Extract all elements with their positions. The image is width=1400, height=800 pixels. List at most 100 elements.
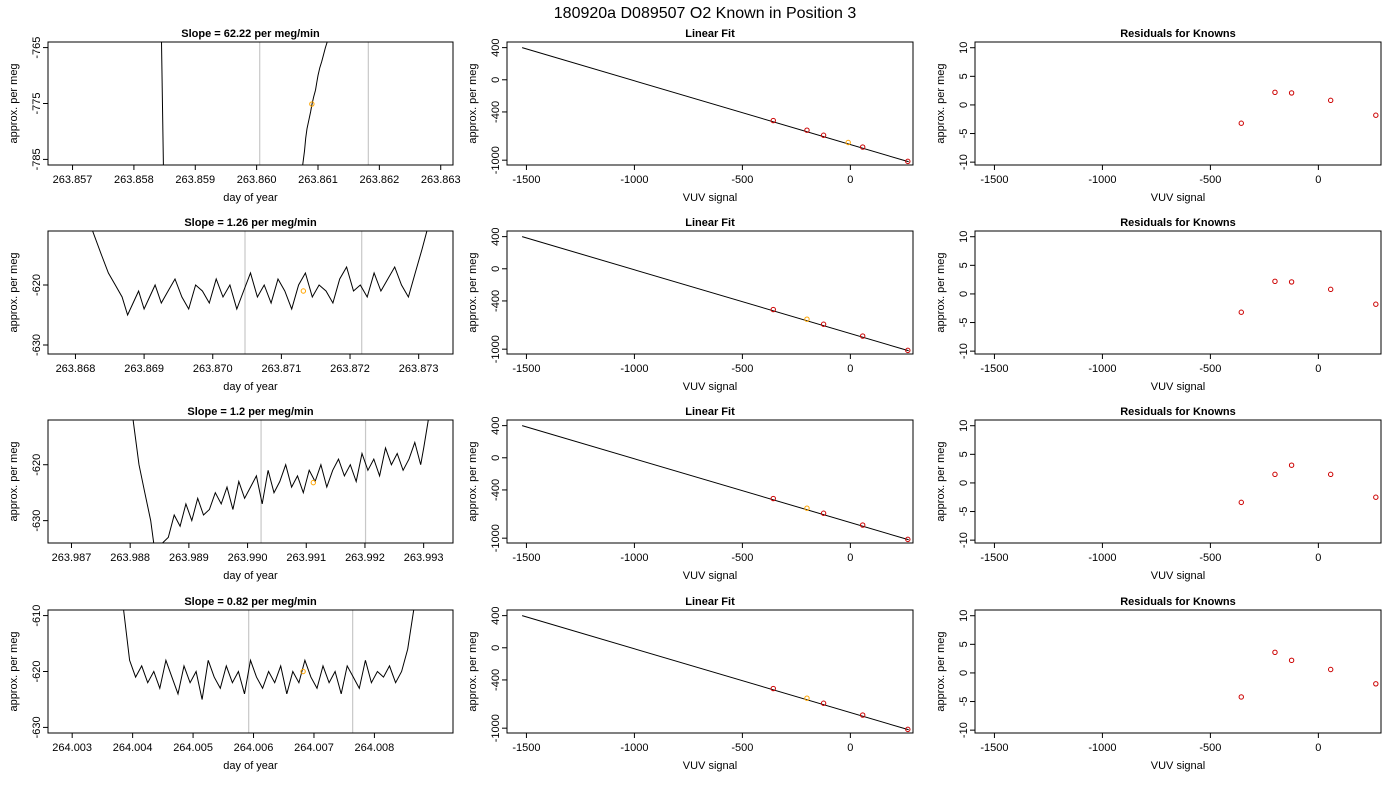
panel-1-3: Residuals for Knowns -1500 -1000 -500 0 10 5 0 -… [935,28,1382,204]
x-tick-label: -1500 [512,552,540,564]
x-axis-label: day of year [223,192,278,204]
x-tick-label: -500 [731,363,753,375]
data-trace [302,42,328,165]
panel-title: Residuals for Knowns [1120,596,1236,608]
y-axis-label: approx. per meg [8,441,20,521]
y-tick-label: -10 [958,722,970,738]
y-axis-label: approx. per meg [935,63,947,143]
x-axis-label: day of year [223,570,278,582]
x-tick-label: 0 [1315,174,1321,186]
x-tick-label: -1000 [1088,742,1116,754]
known-point [859,333,866,339]
x-tick-label: -500 [1199,363,1221,375]
y-tick-label: 10 [958,420,970,432]
known-point [1373,494,1379,500]
x-axis-label: day of year [223,760,278,772]
x-tick-label: 0 [847,552,853,564]
x-tick-label: 0 [847,742,853,754]
x-tick-label: 264.008 [355,742,395,754]
known-point [905,158,911,165]
plot-frame [974,419,1382,544]
x-tick-label: 263.860 [237,174,277,186]
x-tick-label: 0 [1315,552,1321,564]
y-tick-label: -775 [31,92,43,114]
y-tick-label: -10 [958,532,970,548]
y-tick-label: 0 [958,102,970,108]
panel-4-2: Linear Fit -1500 -1000 -500 0 400 0 -400 -1000 VU… [467,596,914,772]
x-tick-label: 263.988 [110,552,150,564]
current-sample-point [845,139,851,146]
x-tick-label: -500 [1199,742,1221,754]
y-tick-label: 5 [958,262,970,268]
x-tick-label: -500 [1199,552,1221,564]
known-point [1288,90,1295,96]
x-tick-label: 264.004 [113,742,153,754]
y-tick-label: 0 [958,480,970,486]
y-tick-label: 0 [958,291,970,297]
current-sample-point [804,316,810,322]
x-tick-label: 263.987 [52,552,92,564]
known-point [1327,286,1334,293]
plot-frame [506,41,914,166]
x-tick-label: 263.991 [286,552,326,564]
y-axis-label: approx. per meg [8,631,20,711]
x-tick-label: 264.005 [173,742,213,754]
y-tick-label: 0 [490,645,502,651]
x-axis-label: day of year [223,381,278,393]
y-tick-label: -10 [958,343,970,359]
known-point [1327,471,1334,478]
plot-frame [47,609,454,734]
known-point [770,306,776,313]
current-sample-point [309,101,315,107]
x-tick-label: 263.870 [193,363,233,375]
known-point [1272,649,1278,656]
x-tick-label: -1000 [1088,174,1116,186]
y-tick-label: -5 [958,697,970,707]
y-axis-label: approx. per meg [8,63,20,143]
known-point [1272,89,1278,96]
x-tick-label: 263.862 [359,174,399,186]
x-tick-label: 263.989 [169,552,209,564]
x-tick-label: 264.006 [234,742,274,754]
x-tick-label: -1000 [1088,363,1116,375]
y-axis-label: approx. per meg [467,252,479,332]
known-point [905,726,911,733]
x-tick-label: -500 [731,552,753,564]
y-tick-label: 10 [958,42,970,54]
y-tick-label: 5 [958,451,970,457]
panel-title: Slope = 0.82 per meg/min [184,596,317,608]
x-tick-label: 263.993 [404,552,444,564]
panel-3-3: Residuals for Knowns -1500 -1000 -500 0 10 5 0 -… [935,406,1382,582]
y-tick-label: -785 [31,148,43,170]
x-tick-label: 263.859 [175,174,215,186]
y-tick-label: -1000 [490,146,502,174]
y-axis-label: approx. per meg [467,441,479,521]
x-tick-label: 263.863 [421,174,461,186]
x-tick-label: 0 [847,363,853,375]
y-tick-label: 400 [490,416,502,434]
panel-1-1: Slope = 62.22 per meg/min 263.857 263.858 2… [8,28,461,204]
x-axis-label: VUV signal [1151,570,1205,582]
figure-title: 180920a D089507 O2 Known in Position 3 [554,5,857,22]
panel-title: Slope = 1.2 per meg/min [187,406,314,418]
known-point [1238,309,1244,315]
known-point [770,117,776,124]
y-tick-label: -630 [31,716,43,738]
known-point [1288,279,1295,285]
y-tick-label: -5 [958,318,970,328]
x-tick-label: -1500 [512,363,540,375]
fit-line [521,47,909,163]
data-trace [161,42,164,165]
x-tick-label: 263.857 [53,174,93,186]
y-tick-label: 10 [958,231,970,243]
known-point [1272,471,1278,478]
panel-1-2: Linear Fit -1500 -1000 -500 0 400 0 -400 -1000 VU… [467,28,914,204]
known-point [905,347,911,354]
data-trace [123,610,415,700]
panel-title: Slope = 62.22 per meg/min [181,28,320,40]
x-tick-label: -500 [731,742,753,754]
x-tick-label: -1000 [620,552,648,564]
x-tick-label: -1500 [980,174,1008,186]
panel-title: Residuals for Knowns [1120,217,1236,229]
